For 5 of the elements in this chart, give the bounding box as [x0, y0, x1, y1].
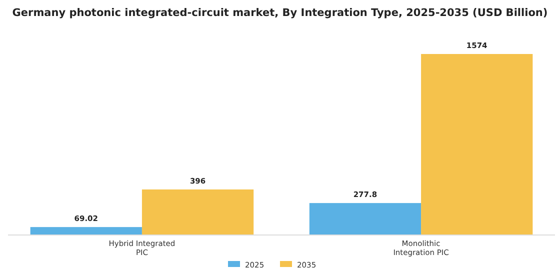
bar [142, 189, 254, 235]
chart-title: Germany photonic integrated-circuit market, By Integration Type, 2025-2035 (USD Billion) [12, 7, 548, 19]
bar [421, 54, 533, 235]
bar [309, 203, 422, 235]
bar [30, 227, 142, 235]
